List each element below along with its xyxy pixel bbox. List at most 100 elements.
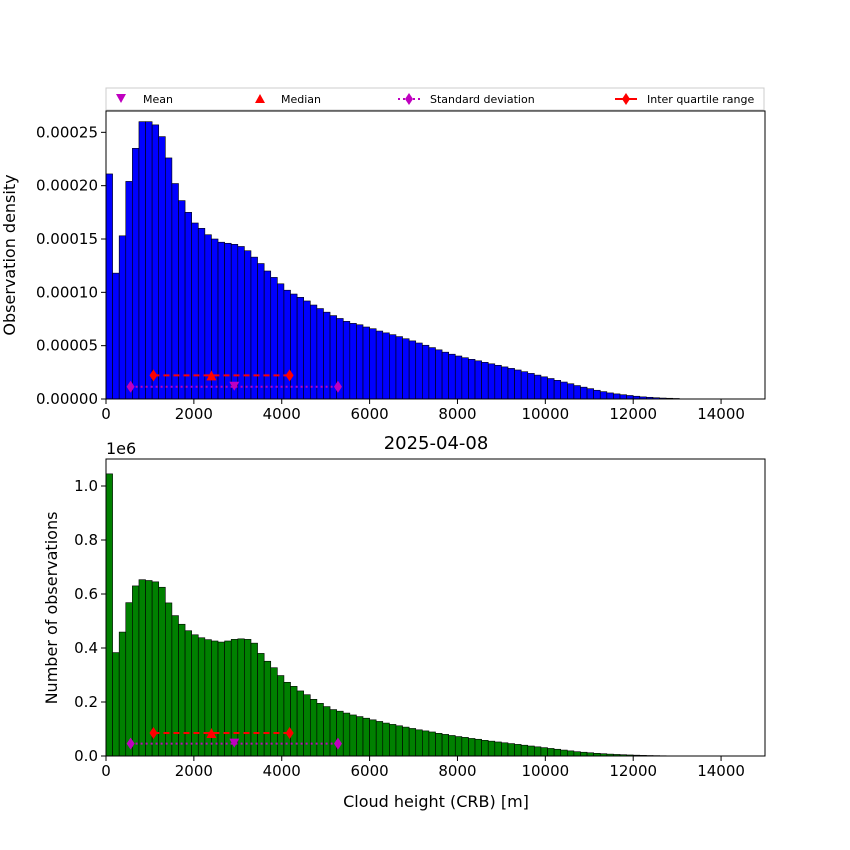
density-bar: [356, 324, 364, 400]
count-bar: [448, 735, 456, 757]
density-y-ticks: 0.00000 0.00005 0.00010 0.00015 0.00020 0.000…: [36, 123, 106, 408]
count-y-tick-label: 0.6: [74, 585, 98, 603]
count-bar: [336, 710, 344, 757]
count-bar: [382, 722, 390, 757]
count-bar: [263, 660, 272, 757]
density-bar: [197, 228, 206, 400]
density-bar: [369, 328, 377, 400]
density-bar: [435, 349, 443, 400]
density-bar: [349, 323, 357, 400]
density-x-tick-label: 4000: [263, 405, 301, 423]
count-bar: [540, 747, 548, 757]
count-bar: [138, 579, 146, 757]
density-y-tick-label: 0.00025: [36, 123, 98, 141]
legend-median-label: Median: [281, 93, 321, 106]
count-bar: [481, 740, 489, 757]
density-y-tick-label: 0.00010: [36, 283, 98, 301]
count-bar: [132, 585, 140, 757]
density-bar: [573, 385, 581, 400]
count-bar: [125, 602, 133, 757]
count-bar: [494, 741, 502, 757]
density-bar: [474, 360, 482, 400]
density-bar: [520, 371, 529, 400]
count-bar: [369, 719, 377, 757]
count-y-axis-label: Number of observations: [42, 512, 61, 705]
count-bar: [356, 716, 364, 757]
count-x-tick-label: 10000: [521, 762, 569, 780]
count-bar: [527, 745, 535, 757]
count-bars: [105, 473, 680, 757]
density-x-ticks: 0 2000 4000 6000 8000 10000 12000 14000: [101, 399, 745, 423]
density-bar: [507, 368, 515, 400]
density-bar: [283, 289, 291, 400]
density-bar: [171, 183, 179, 400]
density-bar: [263, 270, 272, 400]
count-x-tick-label: 8000: [438, 762, 476, 780]
count-bar: [290, 686, 298, 757]
density-bar: [342, 321, 351, 400]
density-bar: [487, 363, 496, 400]
legend-frame: [105, 87, 765, 111]
density-bar: [178, 200, 186, 400]
count-bar: [296, 690, 304, 757]
count-bar: [184, 630, 192, 757]
count-iqr-high-marker: [285, 727, 294, 740]
count-y-tick-label: 0.8: [74, 531, 98, 549]
count-bar: [303, 694, 311, 757]
density-bar: [527, 373, 535, 400]
density-iqr-low-marker: [149, 369, 158, 382]
count-bar: [362, 717, 370, 757]
count-axes-frame: [105, 458, 766, 757]
legend-iqr-label: Inter quartile range: [647, 93, 754, 106]
density-bar: [580, 386, 588, 400]
count-bar: [257, 653, 265, 757]
density-histogram-panel: 0 2000 4000 6000 8000 10000 12000 14000 0.00000…: [0, 110, 766, 423]
count-summary-markers: [126, 727, 342, 750]
density-bar: [165, 157, 173, 400]
density-x-tick-label: 10000: [521, 405, 569, 423]
density-bar: [514, 369, 522, 400]
density-y-tick-label: 0.00005: [36, 337, 98, 355]
density-summary-markers: [126, 369, 342, 393]
count-bar: [375, 721, 384, 757]
mean-legend-marker: [116, 94, 126, 103]
count-bar: [408, 728, 417, 757]
density-median-marker: [206, 370, 217, 381]
density-bar: [428, 347, 436, 400]
density-bar: [566, 383, 575, 400]
count-bar: [560, 749, 568, 757]
density-bar: [250, 256, 258, 400]
density-bar: [613, 393, 621, 400]
density-bar: [303, 300, 311, 400]
density-bar: [151, 124, 160, 400]
count-bar: [250, 642, 258, 757]
count-x-ticks: 0 2000 4000 6000 8000 10000 12000 14000: [101, 756, 745, 780]
density-bar: [619, 394, 627, 400]
legend: Mean Median Standard deviation Inter qua…: [105, 87, 765, 111]
density-bar: [553, 380, 562, 400]
count-bar: [309, 698, 318, 757]
density-bar: [118, 235, 127, 400]
count-x-tick-label: 6000: [351, 762, 389, 780]
count-bar: [145, 580, 153, 757]
count-bar: [428, 731, 436, 757]
count-bar: [171, 615, 179, 757]
count-bar: [112, 652, 120, 757]
density-bar: [145, 121, 153, 400]
count-bar: [520, 744, 529, 757]
density-bar: [105, 173, 113, 400]
count-histogram-panel: 2025-04-08 1e6 0 2000 4000 6000 8000 10000 120…: [42, 433, 766, 811]
density-iqr-high-marker: [285, 369, 294, 382]
density-mean-marker: [229, 381, 240, 391]
density-std-low-marker: [126, 380, 135, 393]
density-x-tick-label: 6000: [351, 405, 389, 423]
density-bar: [125, 181, 133, 400]
count-bar: [487, 740, 496, 757]
density-bar: [461, 357, 469, 400]
density-bar: [494, 364, 502, 400]
count-bar: [316, 703, 324, 757]
density-bar: [626, 395, 634, 400]
density-x-tick-label: 2000: [175, 405, 213, 423]
density-x-tick-label: 8000: [438, 405, 476, 423]
count-bar: [507, 743, 515, 757]
